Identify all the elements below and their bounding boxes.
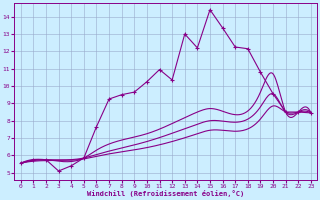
X-axis label: Windchill (Refroidissement éolien,°C): Windchill (Refroidissement éolien,°C) [87, 190, 244, 197]
